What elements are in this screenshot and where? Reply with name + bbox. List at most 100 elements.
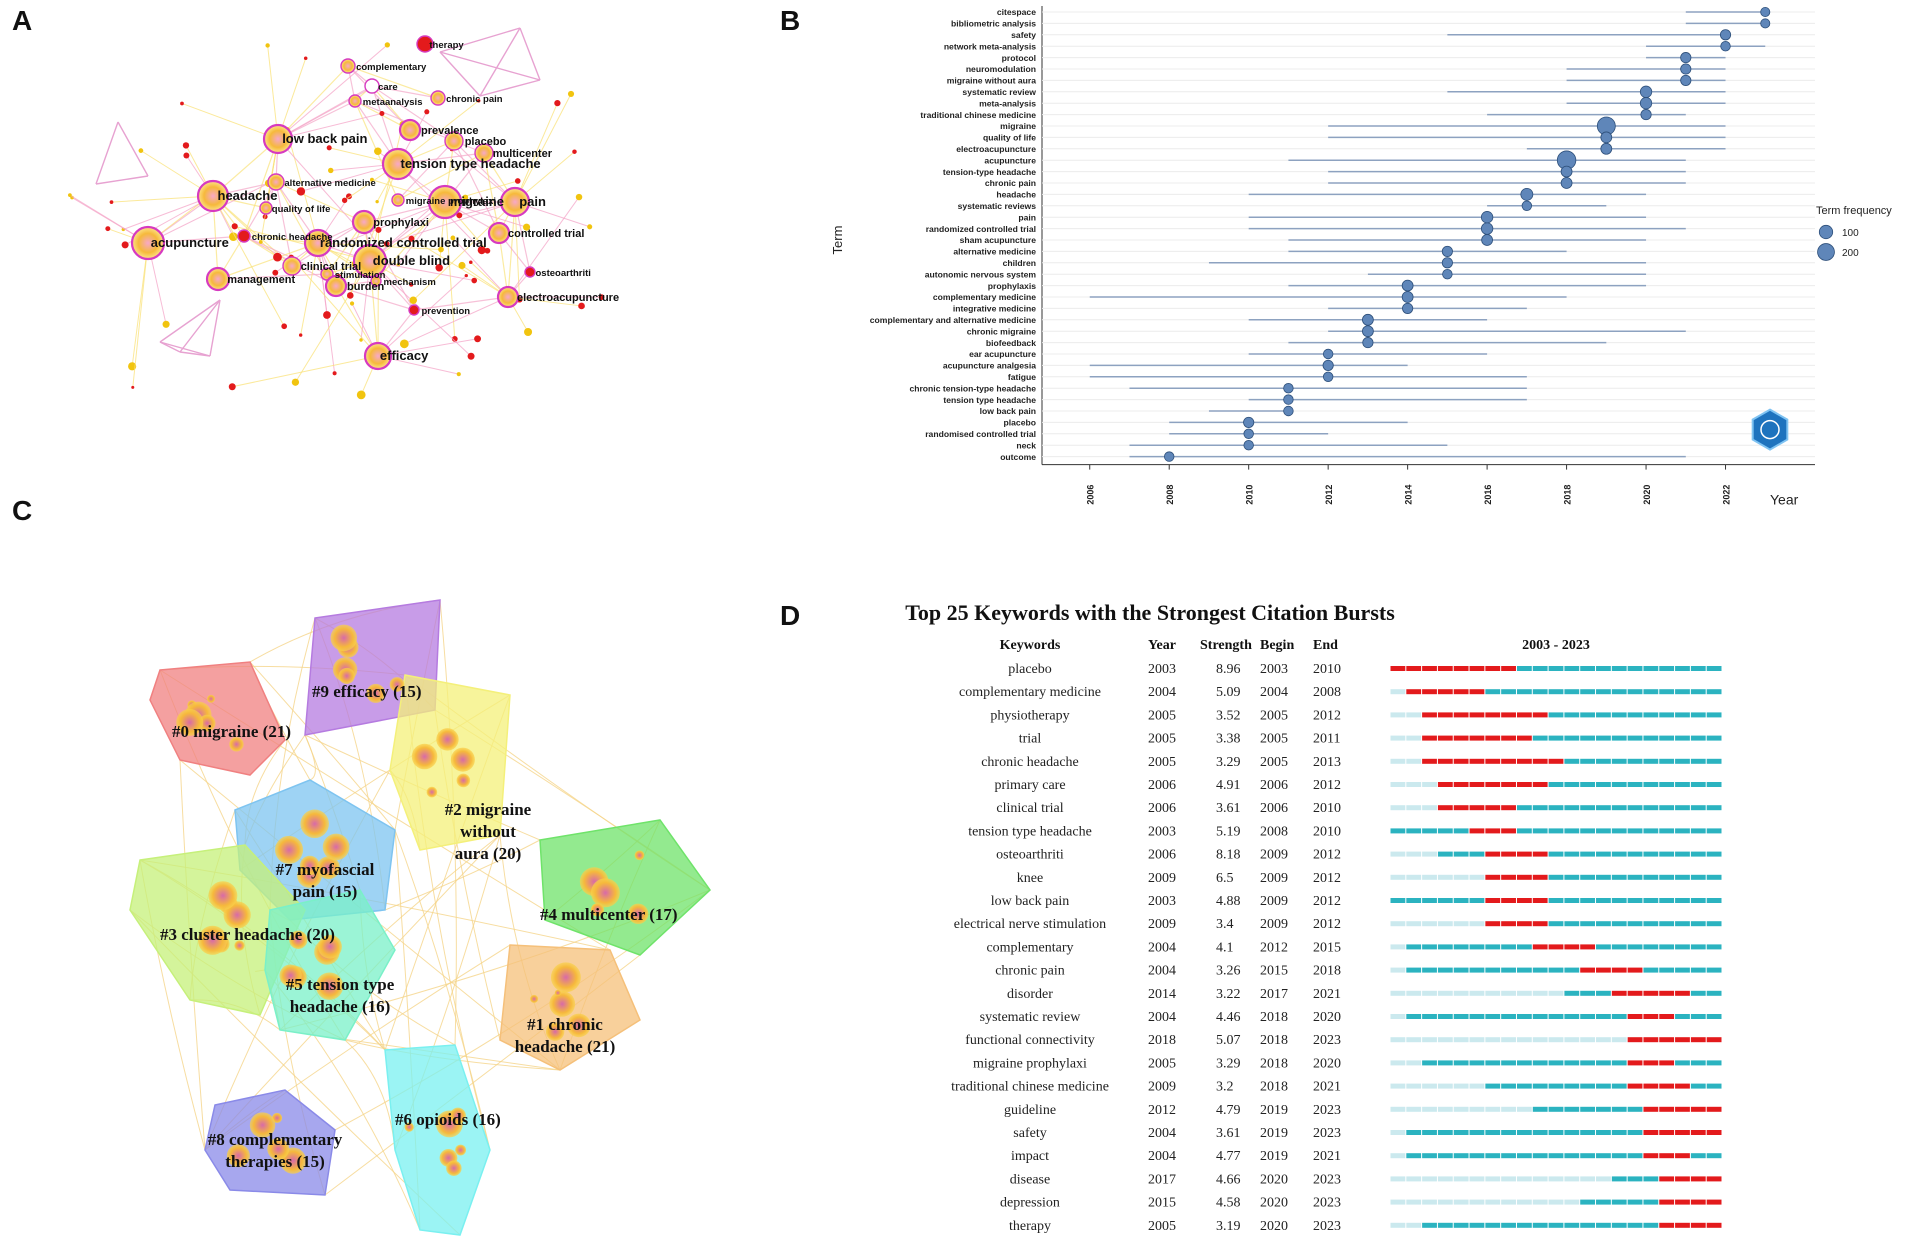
cluster-region [149,661,286,776]
burst-segment [1469,898,1485,903]
burst-segment [1659,712,1675,718]
burst-segment [1485,1199,1501,1205]
burst-cell: 2005 [1148,755,1176,770]
cluster-label: #4 multicenter (17) [540,905,678,924]
burst-segment [1611,758,1627,764]
burst-segment [1627,990,1643,996]
burst-segment [1706,828,1722,834]
burst-segment [1643,898,1659,903]
burst-segment [1675,828,1690,834]
network-node-label: headache [218,188,278,203]
burst-segment [1406,1037,1422,1043]
burst-cell: 2005 [1260,708,1288,723]
network-node [196,179,230,213]
burst-segment [1469,1037,1485,1043]
network-node-label: quality of life [272,204,331,215]
burst-segment [1453,1037,1469,1043]
network-node-label: migraine [450,194,504,209]
term-peak-dot [1640,109,1652,121]
burst-segment [1596,712,1611,718]
burst-segment [1516,1037,1532,1043]
burst-cell: 2018 [1260,1033,1288,1048]
cluster-label: #8 complementary therapies (15) [208,1130,343,1171]
burst-segment [1501,1199,1516,1205]
burst-segment [1659,898,1675,903]
cluster-region [384,1044,491,1236]
cluster-node [315,972,344,1000]
burst-segment [1485,898,1501,903]
burst-segment [1643,1106,1659,1112]
burst-segment [1548,851,1564,857]
burst-cell: 3.22 [1216,987,1241,1002]
term-peak-dot [1639,97,1653,110]
burst-cell: chronic pain [995,964,1065,979]
burst-segment [1422,990,1437,996]
burst-cell: 8.18 [1216,848,1241,863]
burst-segment [1516,1222,1532,1228]
burst-cell: 2012 [1313,871,1341,886]
burst-segment [1643,1037,1659,1043]
network-node-label: mechanism [384,277,436,288]
burst-segment [1485,1037,1501,1043]
burst-segment [1643,805,1659,811]
term-label: systematic review [962,87,1036,97]
burst-cell: therapy [1009,1219,1051,1234]
burst-segment [1390,967,1406,973]
burst-cell: migraine prophylaxi [973,1056,1087,1071]
burst-segment [1437,666,1453,671]
burst-segment [1437,1060,1453,1066]
burst-segment [1690,967,1706,973]
burst-cell: 2003 [1260,662,1288,677]
burst-cell: 2012 [1313,894,1341,909]
burst-cell: 4.91 [1216,778,1241,793]
network-node-label: stimulation [335,270,386,281]
panel-label-a: A [12,5,33,36]
term-peak-dot [1639,85,1653,98]
network-node [267,173,285,191]
burst-segment [1627,1199,1643,1205]
burst-segment [1453,921,1469,927]
burst-segment [1690,990,1706,996]
burst-segment [1469,1083,1485,1089]
burst-segment [1548,1060,1564,1066]
cluster-node [300,809,329,839]
burst-segment [1690,1060,1706,1066]
term-label: autonomic nervous system [925,269,1037,279]
burst-segment [1485,1153,1501,1159]
burst-segment [1690,1130,1706,1135]
burst-segment [1580,944,1596,950]
network-node [524,266,536,278]
term-label: acupuncture analgesia [943,361,1036,371]
burst-segment [1501,1106,1516,1112]
x-tick-label: 2010 [1245,485,1255,505]
cluster-node [318,934,342,959]
burst-cell: 2013 [1313,755,1341,770]
burst-cell: 4.79 [1216,1103,1241,1118]
burst-segment [1437,990,1453,996]
burst-segment [1453,1060,1469,1066]
burst-cell: 2012 [1313,708,1341,723]
burst-cell: 2009 [1260,871,1288,886]
burst-cell: 2005 [1148,708,1176,723]
cluster-node [426,786,438,798]
burst-segment [1422,735,1437,741]
burst-segment [1659,735,1675,741]
burst-segment [1422,1037,1437,1043]
burst-segment [1453,1199,1469,1205]
burst-segment [1548,828,1564,834]
burst-segment [1516,1176,1532,1182]
burst-segment [1675,1083,1690,1089]
network-node-label: osteoarthriti [536,268,591,279]
burst-segment [1422,758,1437,764]
burst-segment [1532,1222,1548,1228]
cluster-node [249,1112,276,1138]
burst-segment [1437,1037,1453,1043]
burst-cell: 2019 [1260,1149,1288,1164]
burst-cell: 2012 [1260,940,1288,955]
cluster-node [271,1112,283,1124]
burst-segment [1706,1153,1722,1159]
burst-segment [1627,1014,1643,1019]
term-label: bibliometric analysis [951,19,1036,29]
network-node-label: therapy [429,40,464,51]
network-node-label: clinical trial [301,261,362,273]
